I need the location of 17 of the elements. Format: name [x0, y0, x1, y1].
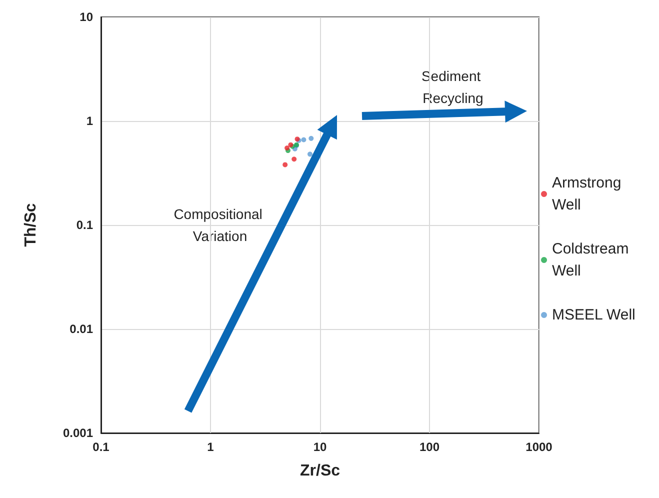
x-tick-label: 1 [207, 440, 214, 454]
x-tick-label: 1000 [526, 440, 553, 454]
x-tick-label: 10 [313, 440, 327, 454]
x-axis-title: Zr/Sc [300, 462, 340, 480]
legend-label: MSEEL Well [552, 306, 636, 324]
x-tick-label: 0.1 [92, 440, 110, 454]
x-tick-label: 100 [419, 440, 440, 454]
y-tick-label: 0.001 [62, 426, 94, 440]
legend-label: Coldstream Well [552, 240, 633, 280]
y-tick-label: 0.01 [70, 322, 94, 336]
legend-label: Armstrong Well [552, 174, 626, 214]
y-tick-label: 1 [86, 114, 94, 128]
annotation: Compositional Variation [174, 206, 266, 244]
y-tick-label: 10 [80, 10, 94, 24]
y-tick-label: 0.1 [76, 218, 94, 232]
y-axis-title: Th/Sc [22, 203, 40, 247]
annotation: Sediment Recycling [421, 68, 485, 106]
